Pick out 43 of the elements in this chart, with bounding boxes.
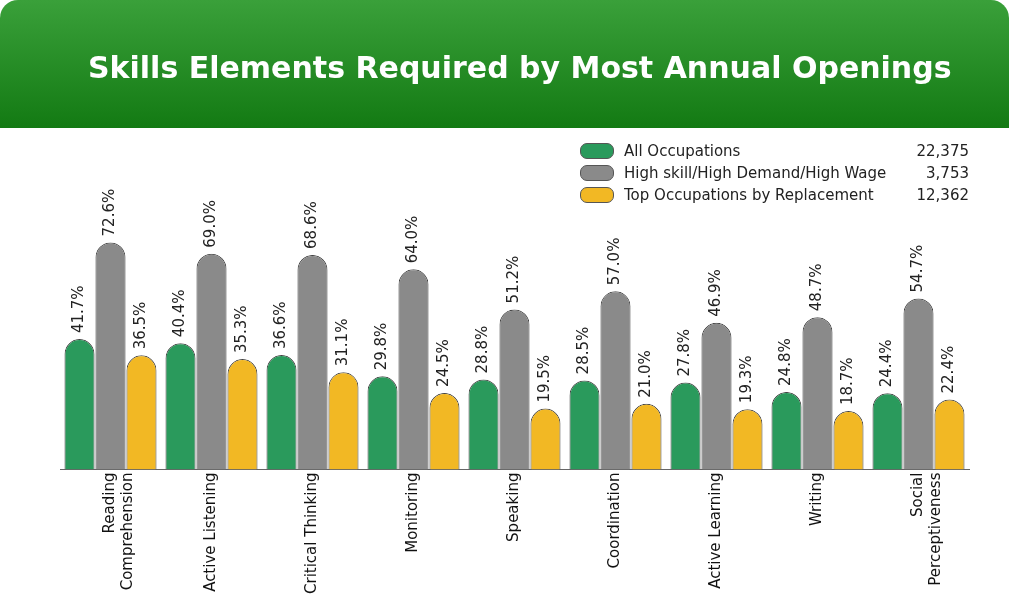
data-label: 21.0% <box>636 350 655 398</box>
data-label: 64.0% <box>403 215 422 264</box>
x-tick-label: Active Listening <box>201 472 220 592</box>
data-label: 28.5% <box>574 326 593 375</box>
x-tick-label: Active Learning <box>706 472 725 589</box>
data-label: 36.5% <box>131 301 150 350</box>
data-label: 51.2% <box>504 255 523 304</box>
legend-label: Top Occupations by Replacement <box>624 186 875 204</box>
data-label: 41.7% <box>69 285 88 334</box>
data-label: 54.7% <box>908 244 927 293</box>
x-tick-label: Critical Thinking <box>302 472 321 595</box>
legend-label: High skill/High Demand/High Wage <box>624 164 888 182</box>
text: 12,362 <box>915 186 969 204</box>
legend-label: All Occupations <box>624 142 742 160</box>
data-label: 19.5% <box>535 354 554 403</box>
data-label: 24.4% <box>877 339 896 388</box>
data-label: 27.8% <box>675 328 694 377</box>
x-tick-label: Social Perceptiveness <box>908 472 945 586</box>
data-label: 40.4% <box>170 289 189 338</box>
text: 3,753 <box>925 164 969 182</box>
data-label: 35.3% <box>232 305 251 354</box>
data-label: 36.6% <box>271 301 290 350</box>
x-tick-label: Monitoring <box>403 472 422 553</box>
data-label: 22.4% <box>939 345 958 394</box>
data-label: 29.8% <box>372 322 391 371</box>
data-label: 31.1% <box>333 318 352 367</box>
data-label: 24.5% <box>434 339 453 387</box>
data-label: 24.8% <box>776 338 795 386</box>
x-tick-label: Speaking <box>504 472 523 542</box>
data-label: 18.7% <box>838 357 857 406</box>
chart-title: Skills Elements Required by Most Annual Openings <box>88 50 952 85</box>
data-label: 48.7% <box>807 263 826 312</box>
data-label: 19.3% <box>737 355 756 404</box>
x-tick-label: Writing <box>807 472 826 527</box>
data-label: 57.0% <box>605 237 624 286</box>
data-label: 46.9% <box>706 269 725 317</box>
data-label: 28.8% <box>473 325 492 374</box>
data-label: 69.0% <box>201 200 220 248</box>
x-tick-label: Coordination <box>605 472 624 569</box>
data-label: 72.6% <box>100 188 119 237</box>
x-tick-label: Reading Comprehension <box>100 472 137 591</box>
text: 22,375 <box>915 142 969 160</box>
data-label: 68.6% <box>302 201 321 249</box>
